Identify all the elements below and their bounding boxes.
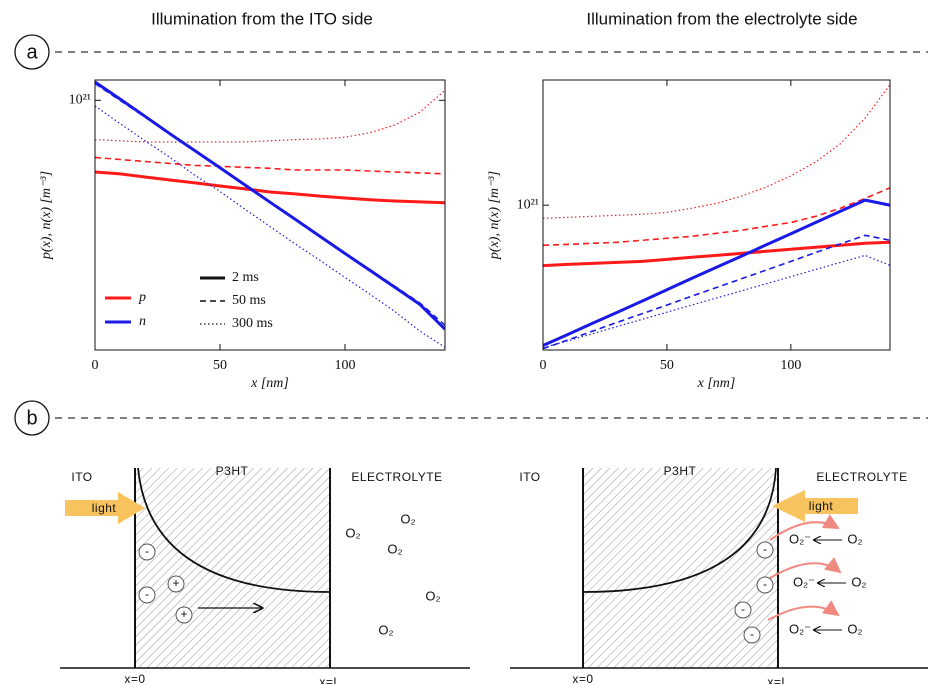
light-label: light xyxy=(809,499,834,513)
profile-curve xyxy=(137,467,331,593)
legend-label: p xyxy=(138,290,146,305)
y-axis-label: p(x), n(x) [m⁻³] xyxy=(39,171,54,260)
x-tick-label: 100 xyxy=(780,358,801,373)
data-line xyxy=(543,187,890,247)
charts: Illumination from the ITO side 0 50 100 10²¹… xyxy=(39,9,891,391)
charge-circle xyxy=(175,606,193,624)
species: O₂ xyxy=(425,588,440,603)
data-line xyxy=(95,105,445,348)
light-arrow xyxy=(65,492,145,524)
reactant: O₂ xyxy=(851,574,866,589)
legend-label: n xyxy=(139,314,146,329)
electrolyte-label: ELECTROLYTE xyxy=(816,470,907,484)
xl-label: x=L xyxy=(319,675,340,684)
x-axis-label: x [nm] xyxy=(250,376,289,391)
legend-label: 50 ms xyxy=(232,293,266,308)
panel-circle xyxy=(14,400,50,436)
species: O₂ xyxy=(378,622,393,637)
species: O₂ xyxy=(387,541,402,556)
light-label: light xyxy=(92,501,117,515)
charge: + xyxy=(180,607,187,621)
x-tick-label: 50 xyxy=(660,358,674,373)
reactant: O₂ xyxy=(847,621,862,636)
product: O₂⁻ xyxy=(793,574,815,589)
panel-label: a xyxy=(26,41,38,63)
layer-label: P3HT xyxy=(216,464,249,478)
diagram-electrolyte-side: ITO P3HT ELECTROLYTE light - - - - O₂⁻ O… xyxy=(510,464,928,684)
data-line xyxy=(543,234,890,350)
light-arrow xyxy=(772,490,858,522)
legend-label: 2 ms xyxy=(232,270,259,285)
diagram-ito-side: ITO P3HT ELECTROLYTE light O₂ O₂ O₂ O₂ O… xyxy=(60,464,470,684)
data-line xyxy=(543,198,890,347)
data-line xyxy=(95,82,445,326)
data-line xyxy=(543,254,890,349)
charge-circle xyxy=(756,576,774,594)
x-tick-label: 0 xyxy=(92,358,99,373)
charge-circle xyxy=(734,601,752,619)
charge: + xyxy=(172,576,179,590)
product: O₂⁻ xyxy=(789,531,811,546)
data-line xyxy=(95,156,445,175)
y-tick-label: 10²¹ xyxy=(517,197,539,212)
axes-box xyxy=(542,79,891,351)
charge-circle xyxy=(756,541,774,559)
product: O₂⁻ xyxy=(789,621,811,636)
reactant: O₂ xyxy=(847,531,862,546)
charge: - xyxy=(763,577,767,591)
ito-label: ITO xyxy=(71,470,92,484)
charge: - xyxy=(763,542,767,556)
charge-circle xyxy=(167,575,185,593)
transfer-arrow xyxy=(769,557,842,579)
data-line xyxy=(95,89,445,143)
panel-a-header: a xyxy=(14,34,928,70)
charge-circle xyxy=(138,543,156,561)
species: O₂ xyxy=(345,525,360,540)
plot-area xyxy=(543,80,890,350)
layer-label: P3HT xyxy=(664,464,697,478)
profile-curve xyxy=(582,467,777,593)
transfer-arrow xyxy=(767,600,840,621)
x0-label: x=0 xyxy=(124,672,145,684)
data-line xyxy=(95,170,445,205)
electrolyte-label: ELECTROLYTE xyxy=(351,470,442,484)
y-tick-label: 10²¹ xyxy=(69,93,91,108)
x0-label: x=0 xyxy=(572,672,593,684)
charge-circle xyxy=(138,586,156,604)
transfer-arrow xyxy=(769,514,840,541)
x-axis-label: x [nm] xyxy=(697,376,736,391)
panel-label: b xyxy=(26,407,37,429)
charge: - xyxy=(750,627,754,641)
species: O₂ xyxy=(400,511,415,526)
y-axis-label: p(x), n(x) [m⁻³] xyxy=(487,171,502,260)
chart-title: Illumination from the electrolyte side xyxy=(586,9,857,28)
charge: - xyxy=(145,587,149,601)
x-tick-label: 0 xyxy=(540,358,547,373)
axes-box xyxy=(94,79,446,351)
legend-label: 300 ms xyxy=(232,316,273,331)
xl-label: x=L xyxy=(767,675,788,684)
p3ht-layer xyxy=(135,468,330,668)
panel-circle xyxy=(14,34,50,70)
series-group xyxy=(543,84,890,350)
charge-circle xyxy=(743,626,761,644)
charge: - xyxy=(145,544,149,558)
series-group xyxy=(95,80,445,348)
ito-label: ITO xyxy=(519,470,540,484)
data-line xyxy=(543,240,890,268)
x-tick-label: 100 xyxy=(335,358,356,373)
panel-b-header: b xyxy=(14,400,928,436)
plot-area xyxy=(95,80,445,350)
charge: - xyxy=(741,602,745,616)
chart-title: Illumination from the ITO side xyxy=(151,9,373,28)
x-tick-label: 50 xyxy=(213,358,227,373)
